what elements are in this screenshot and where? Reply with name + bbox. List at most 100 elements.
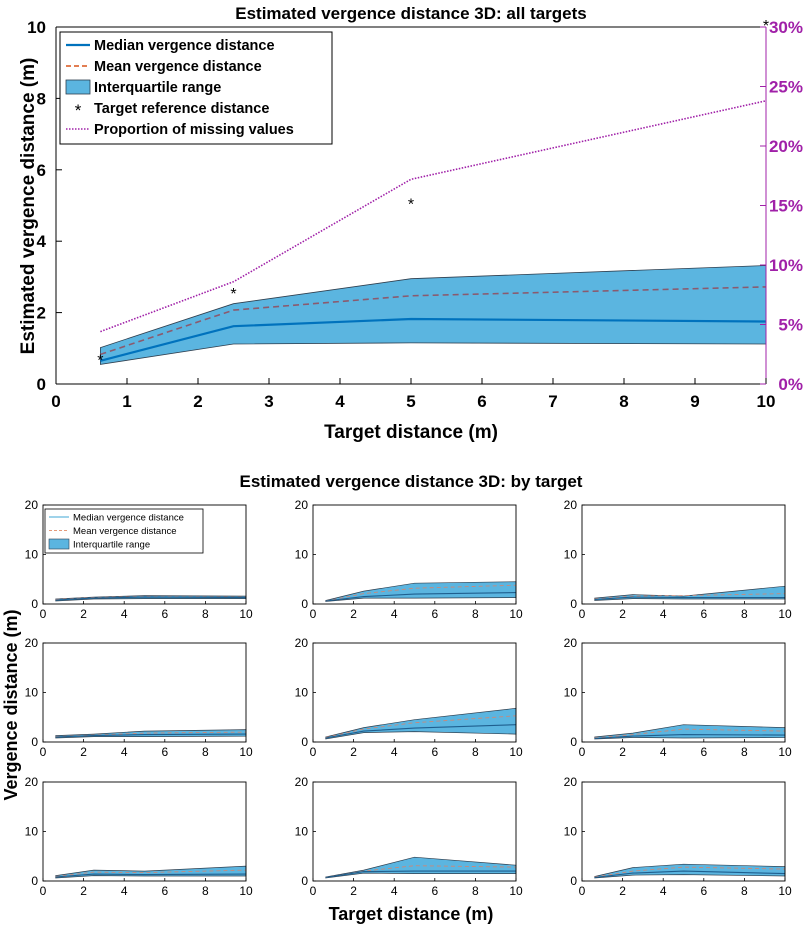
panel-x-tick-label: 4 bbox=[660, 745, 667, 759]
x-tick-label: 7 bbox=[548, 392, 557, 411]
y2-tick-label: 10% bbox=[769, 256, 803, 275]
panel-x-tick-label: 2 bbox=[619, 745, 626, 759]
y2-tick-label: 5% bbox=[778, 316, 803, 335]
small-multiples-y-label: Vergence distance (m) bbox=[1, 609, 21, 800]
panel-3: 0 2 4 6 8 10 0 10 20 bbox=[564, 498, 792, 621]
target-marker: * bbox=[97, 353, 103, 370]
legend-label: Median vergence distance bbox=[94, 38, 275, 54]
panel-1: 0 2 4 6 8 10 0 10 20 Median vergence distance Mean… bbox=[25, 498, 253, 621]
panel-frame bbox=[42, 781, 247, 882]
panel-mean-line bbox=[325, 584, 517, 602]
panel-legend-label: Interquartile range bbox=[73, 540, 150, 551]
legend-box bbox=[59, 31, 333, 145]
panel-y-tick-label: 0 bbox=[570, 597, 577, 611]
panel-y-tick-label: 10 bbox=[25, 686, 39, 700]
panel-y-tick-label: 0 bbox=[31, 735, 38, 749]
legend-label: Target reference distance bbox=[94, 101, 269, 117]
panel-4: 0 2 4 6 8 10 0 10 20 bbox=[25, 636, 253, 759]
panel-y-tick-label: 10 bbox=[295, 548, 309, 562]
panel-iqr-band bbox=[325, 856, 517, 879]
x-tick-label: 10 bbox=[757, 392, 776, 411]
panel-y-tick-label: 10 bbox=[564, 548, 578, 562]
panel-x-tick-label: 4 bbox=[121, 745, 128, 759]
x-axis-label: Target distance (m) bbox=[324, 422, 498, 443]
panel-mean-line bbox=[55, 731, 247, 738]
panel-y-tick-label: 20 bbox=[564, 498, 578, 512]
panel-mean-line bbox=[55, 869, 247, 877]
x-tick-label: 4 bbox=[335, 392, 345, 411]
panel-x-tick-label: 6 bbox=[431, 745, 438, 759]
x-tick-label: 3 bbox=[264, 392, 273, 411]
panel-x-tick-label: 2 bbox=[619, 884, 626, 898]
panel-x-tick-label: 0 bbox=[310, 884, 317, 898]
panel-x-tick-label: 4 bbox=[391, 607, 398, 621]
panel-x-tick-label: 6 bbox=[161, 884, 168, 898]
panel-y-tick-label: 20 bbox=[25, 498, 39, 512]
y2-tick-label: 25% bbox=[769, 78, 803, 97]
y2-tick-label: 30% bbox=[769, 18, 803, 37]
panel-x-tick-label: 10 bbox=[239, 745, 253, 759]
missing-line bbox=[100, 100, 767, 333]
x-tick-label: 8 bbox=[619, 392, 628, 411]
x-tick-label: 5 bbox=[406, 392, 415, 411]
panel-legend-swatch-iqr bbox=[48, 538, 70, 550]
small-multiples: Estimated vergence distance 3D: by targe… bbox=[1, 472, 792, 924]
panel-9: 0 2 4 6 8 10 0 10 20 bbox=[564, 775, 792, 898]
panel-median-line bbox=[55, 733, 247, 738]
panel-x-tick-label: 2 bbox=[80, 607, 87, 621]
panel-y-tick-label: 0 bbox=[570, 735, 577, 749]
panel-x-tick-label: 4 bbox=[660, 884, 667, 898]
panel-x-tick-label: 0 bbox=[40, 607, 47, 621]
y2-tick-label: 20% bbox=[769, 137, 803, 156]
panel-x-tick-label: 10 bbox=[239, 607, 253, 621]
panel-x-tick-label: 6 bbox=[700, 607, 707, 621]
panel-mean-line bbox=[325, 865, 517, 878]
panel-x-tick-label: 10 bbox=[509, 607, 523, 621]
panel-y-tick-label: 0 bbox=[301, 597, 308, 611]
target-marker: * bbox=[230, 286, 236, 303]
y2-tick-label: 0% bbox=[778, 375, 803, 394]
y-tick-label: 6 bbox=[37, 161, 46, 180]
x-tick-label: 2 bbox=[193, 392, 202, 411]
panel-5: 0 2 4 6 8 10 0 10 20 bbox=[295, 636, 523, 759]
x-tick-label: 1 bbox=[122, 392, 131, 411]
legend-swatch-iqr bbox=[65, 79, 91, 95]
target-marker: * bbox=[408, 197, 414, 214]
panel-median-line bbox=[594, 870, 786, 879]
panel-median-line bbox=[55, 873, 247, 878]
panel-x-tick-label: 10 bbox=[778, 607, 792, 621]
y-axis-label: Estimated vergence distance (m) bbox=[18, 58, 39, 355]
panel-8: 0 2 4 6 8 10 0 10 20 bbox=[295, 775, 523, 898]
x-tick-label: 9 bbox=[690, 392, 699, 411]
panel-x-tick-label: 10 bbox=[778, 884, 792, 898]
panel-x-tick-label: 8 bbox=[741, 745, 748, 759]
panel-x-tick-label: 6 bbox=[700, 884, 707, 898]
panel-x-tick-label: 4 bbox=[391, 745, 398, 759]
panel-7: 0 2 4 6 8 10 0 10 20 bbox=[25, 775, 253, 898]
panel-x-tick-label: 10 bbox=[778, 745, 792, 759]
panel-y-tick-label: 10 bbox=[25, 825, 39, 839]
panel-x-tick-label: 2 bbox=[80, 884, 87, 898]
y-tick-label: 2 bbox=[37, 304, 46, 323]
main-chart: ****01234567891002468100%5%10%15%20%25%3… bbox=[18, 4, 803, 443]
chart-title: Estimated vergence distance 3D: all targ… bbox=[235, 4, 586, 23]
panel-iqr-band bbox=[55, 865, 247, 879]
panel-6: 0 2 4 6 8 10 0 10 20 bbox=[564, 636, 792, 759]
panel-iqr-band bbox=[325, 581, 517, 602]
panel-median-line bbox=[594, 596, 785, 601]
panel-x-tick-label: 8 bbox=[472, 745, 479, 759]
x-tick-label: 6 bbox=[477, 392, 486, 411]
panel-x-tick-label: 4 bbox=[391, 884, 398, 898]
panel-x-tick-label: 2 bbox=[350, 745, 357, 759]
y-tick-label: 0 bbox=[37, 375, 46, 394]
panel-legend-label: Median vergence distance bbox=[73, 513, 184, 524]
small-multiples-x-label: Target distance (m) bbox=[329, 904, 494, 924]
legend-label: Mean vergence distance bbox=[94, 59, 262, 75]
panel-iqr-band bbox=[325, 707, 517, 740]
iqr-band bbox=[100, 265, 767, 365]
panel-x-tick-label: 6 bbox=[700, 745, 707, 759]
panel-y-tick-label: 20 bbox=[25, 775, 39, 789]
panel-median-line bbox=[594, 734, 786, 740]
panel-x-tick-label: 0 bbox=[40, 745, 47, 759]
panel-x-tick-label: 10 bbox=[239, 884, 253, 898]
